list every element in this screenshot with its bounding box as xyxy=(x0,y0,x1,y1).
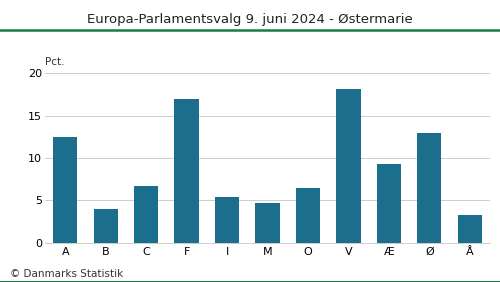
Text: © Danmarks Statistik: © Danmarks Statistik xyxy=(10,269,123,279)
Bar xyxy=(458,215,482,243)
Bar xyxy=(94,209,118,243)
Bar xyxy=(417,133,442,243)
Bar xyxy=(296,188,320,243)
Bar xyxy=(174,99,199,243)
Text: Pct.: Pct. xyxy=(45,57,64,67)
Bar xyxy=(134,186,158,243)
Bar xyxy=(256,203,280,243)
Bar xyxy=(53,137,78,243)
Bar xyxy=(376,164,401,243)
Bar xyxy=(336,89,360,243)
Bar xyxy=(215,197,239,243)
Text: Europa-Parlamentsvalg 9. juni 2024 - Østermarie: Europa-Parlamentsvalg 9. juni 2024 - Øst… xyxy=(87,13,413,26)
